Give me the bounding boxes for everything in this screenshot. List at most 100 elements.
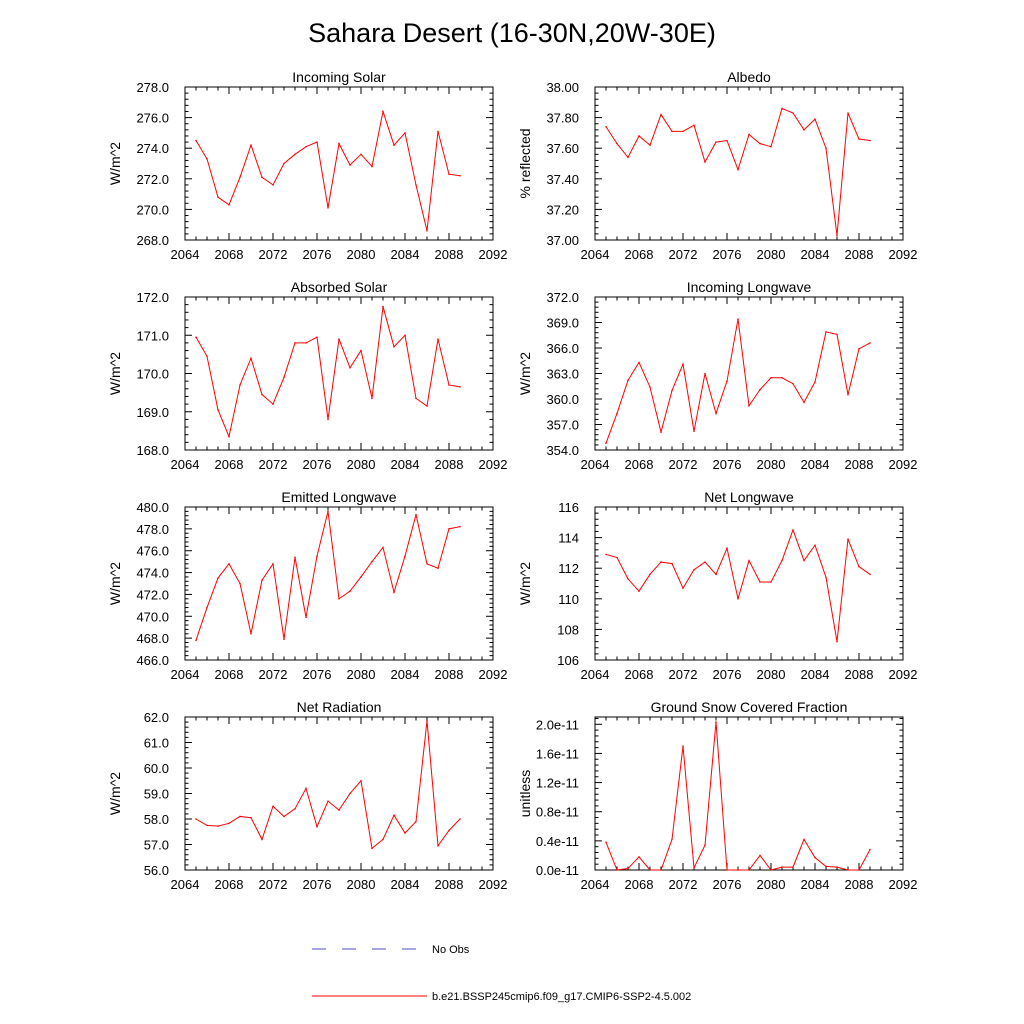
y-tick-label: 466.0 [136,653,169,668]
x-tick-label: 2064 [581,877,610,892]
data-point [638,590,640,592]
data-point [814,544,816,547]
y-tick-label: 268.0 [136,233,169,248]
data-point [858,348,860,350]
y-tick-label: 171.0 [136,328,169,343]
data-point [869,139,871,142]
data-point [239,384,241,386]
data-point [814,856,816,859]
x-tick-label: 2080 [757,877,786,892]
data-point [737,168,739,171]
y-axis-label: W/m^2 [517,352,533,395]
data-point [415,397,417,400]
data-point [239,582,241,585]
data-point [228,204,230,206]
y-axis-label: % reflected [517,128,533,198]
data-point [781,866,783,868]
data-point [217,825,219,827]
data-point [448,173,450,176]
panel-title: Incoming Longwave [687,279,812,295]
data-point [349,366,351,369]
data-point [770,581,772,583]
data-point [459,818,461,820]
panel-title: Incoming Solar [292,69,386,85]
panel-title: Albedo [727,69,771,85]
data-point [792,529,794,531]
data-point [869,848,871,851]
data-point [825,865,827,868]
data-point [726,380,728,382]
x-tick-label: 2072 [669,877,698,892]
data-point [360,153,362,156]
data-point [770,869,772,871]
figure-title: Sahara Desert (16-30N,20W-30E) [308,18,716,48]
x-tick-label: 2064 [581,247,610,262]
x-tick-label: 2076 [303,247,332,262]
y-tick-label: 474.0 [136,566,169,581]
y-tick-label: 110 [558,592,579,607]
series-line [605,107,871,236]
y-tick-label: 363.0 [546,367,579,382]
data-point [627,867,629,870]
data-point [836,333,838,336]
data-point [272,184,274,186]
y-axis-label: W/m^2 [107,142,123,185]
chart-panel: Albedo % reflected 2064 2068 2072 2076 2080 208… [517,69,917,262]
y-axis-label: W/m^2 [107,772,123,815]
x-tick-label: 2072 [669,457,698,472]
data-point [393,345,395,348]
data-point [847,538,849,540]
y-tick-label: 116 [558,500,579,515]
x-tick-label: 2088 [435,877,464,892]
data-point [616,412,618,415]
data-point [803,559,805,562]
y-tick-label: 37.80 [546,111,579,126]
data-point [448,528,450,530]
panel-title: Ground Snow Covered Fraction [651,699,848,715]
data-point [261,393,263,396]
panel-title: Emitted Longwave [281,489,396,505]
x-tick-label: 2084 [801,667,830,682]
y-tick-label: 172.0 [136,290,169,305]
data-point [426,563,428,565]
chart-panel: Incoming Solar W/m^2 2064 2068 2072 2076 2080 2… [107,69,507,262]
data-point [459,386,461,388]
data-point [627,379,629,382]
y-tick-label: 0.0e-11 [536,863,579,878]
x-tick-label: 2068 [625,247,654,262]
data-point [715,412,717,415]
x-tick-label: 2068 [215,667,244,682]
data-point [704,161,706,163]
data-point [638,135,640,137]
data-point [616,556,618,559]
data-point [338,598,340,600]
data-point [217,409,219,411]
data-point [825,576,827,579]
x-tick-label: 2072 [669,667,698,682]
x-tick-label: 2088 [435,667,464,682]
y-tick-label: 476.0 [136,544,169,559]
data-point [272,805,274,808]
data-point [748,869,750,871]
data-point [283,162,285,165]
data-point [459,174,461,177]
x-tick-label: 2076 [303,667,332,682]
plot-frame [184,86,494,241]
data-point [382,305,384,308]
x-tick-label: 2084 [801,877,830,892]
plot-frame [594,716,904,871]
data-point [715,141,717,143]
x-tick-label: 2076 [713,667,742,682]
x-tick-label: 2092 [479,877,508,892]
x-tick-label: 2084 [801,457,830,472]
data-point [836,234,838,237]
x-tick-label: 2072 [259,247,288,262]
data-point [737,318,739,320]
data-point [726,547,728,550]
y-tick-label: 354.0 [546,443,579,458]
plot-frame [594,506,904,661]
x-tick-label: 2072 [259,667,288,682]
series-line [605,528,871,642]
y-tick-label: 360.0 [546,392,579,407]
x-tick-label: 2092 [479,667,508,682]
